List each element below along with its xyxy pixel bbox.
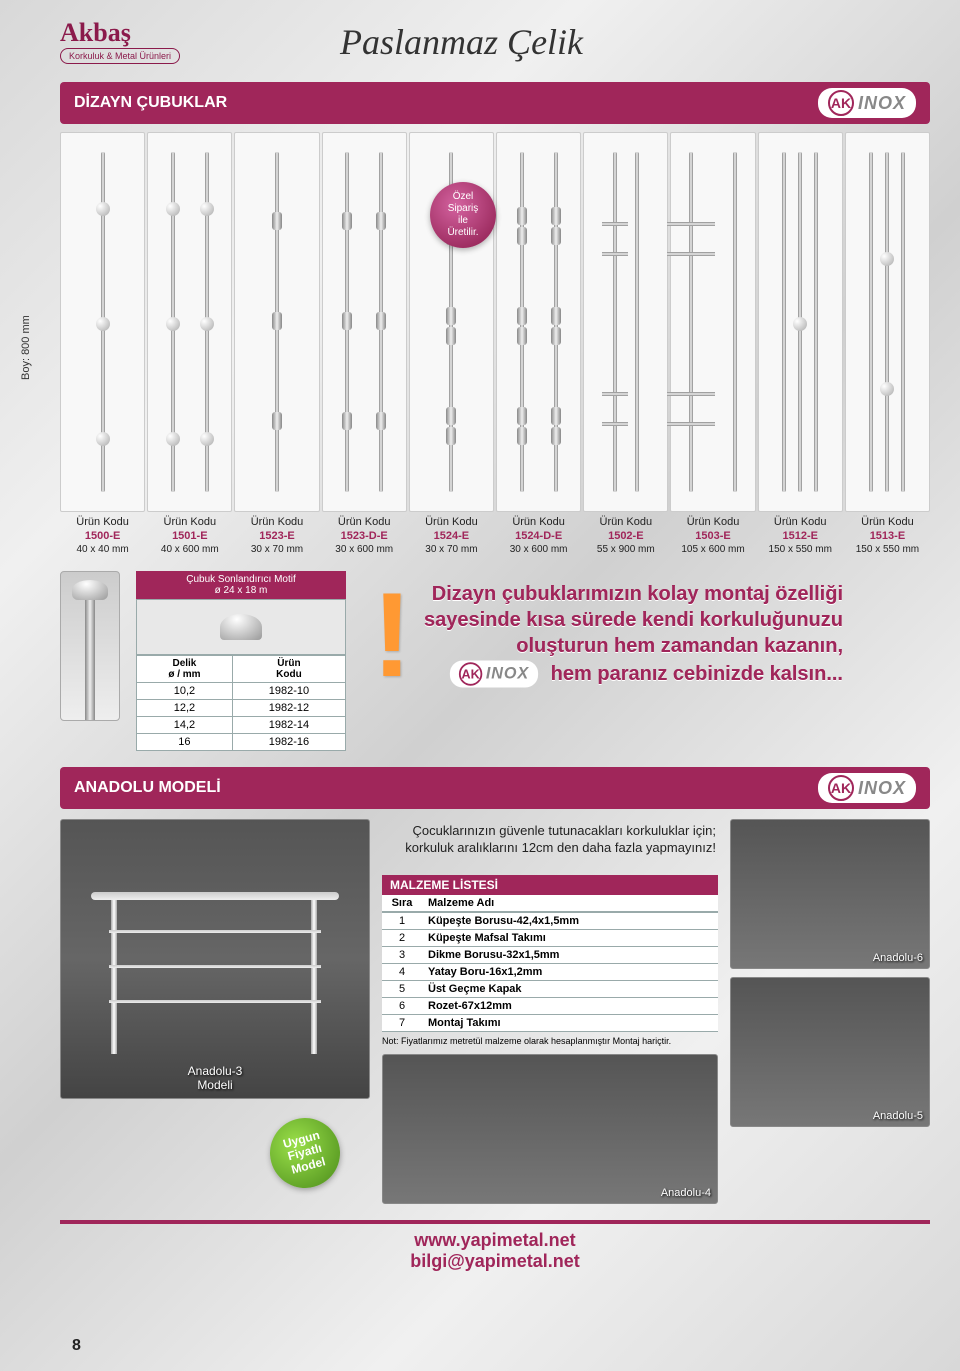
motif-thumb [136, 599, 346, 655]
footer-email: bilgi@yapimetal.net [60, 1251, 930, 1272]
price-badge: UygunFiyatlıModel [262, 1110, 348, 1196]
product-label: Ürün Kodu1524-E30 x 70 mm [409, 516, 494, 555]
anadolu-body: Anadolu-3Modeli UygunFiyatlıModel Çocukl… [60, 819, 930, 1204]
page-title: Paslanmaz Çelik [340, 21, 583, 63]
main-rail-wrap: Anadolu-3Modeli UygunFiyatlıModel [60, 819, 370, 1204]
table-row: 3Dikme Borusu-32x1,5mm [382, 946, 718, 963]
table-row: 5Üst Geçme Kapak [382, 980, 718, 997]
promo-text: Dizayn çubuklarımızın kolay montaj özell… [424, 581, 843, 689]
material-table: Sıra Malzeme Adı 1Küpeşte Borusu-42,4x1,… [382, 895, 718, 1032]
rail-label-main: Anadolu-3Modeli [61, 1064, 369, 1092]
product-cell [845, 132, 930, 512]
product-cell [758, 132, 843, 512]
product-labels-row: Ürün Kodu1500-E40 x 40 mmÜrün Kodu1501-E… [60, 516, 930, 555]
table-row: 161982-16 [137, 734, 346, 751]
special-order-badge: ÖzelSiparişileÜretilir. [430, 182, 496, 248]
table-row: 2Küpeşte Mafsal Takımı [382, 929, 718, 946]
product-cell [322, 132, 407, 512]
footer-url: www.yapimetal.net [60, 1230, 930, 1251]
product-cell [496, 132, 581, 512]
right-column: Anadolu-6 Anadolu-5 [730, 819, 930, 1204]
section-bar-design-rods: DİZAYN ÇUBUKLAR AK INOX [60, 82, 930, 124]
page-footer: www.yapimetal.net bilgi@yapimetal.net [60, 1220, 930, 1272]
motif-col2: ÜrünKodu [232, 656, 345, 683]
product-label: Ürün Kodu1523-E30 x 70 mm [234, 516, 319, 555]
rail-thumb-a5: Anadolu-5 [730, 977, 930, 1127]
motif-col1: Delikø / mm [137, 656, 233, 683]
product-cell [60, 132, 145, 512]
material-list: MALZEME LİSTESİ Sıra Malzeme Adı 1Küpeşt… [382, 875, 718, 1046]
section-title: DİZAYN ÇUBUKLAR [74, 94, 227, 112]
logo-subtitle: Korkuluk & Metal Ürünleri [60, 48, 180, 64]
product-label: Ürün Kodu1500-E40 x 40 mm [60, 516, 145, 555]
table-row: 14,21982-14 [137, 717, 346, 734]
page-header: Akbaş Korkuluk & Metal Ürünleri Paslanma… [60, 0, 930, 74]
height-label: Boy: 800 mm [20, 315, 32, 380]
section-title-anadolu: ANADOLU MODELİ [74, 779, 221, 797]
product-label: Ürün Kodu1501-E40 x 600 mm [147, 516, 232, 555]
table-row: 6Rozet-67x12mm [382, 997, 718, 1014]
inox-label: INOX [858, 93, 906, 114]
motif-table: Delikø / mm ÜrünKodu 10,21982-1012,21982… [136, 655, 346, 751]
promo-block: ! Dizayn çubuklarımızın kolay montaj öze… [362, 571, 930, 699]
product-label: Ürün Kodu1503-E105 x 600 mm [670, 516, 755, 555]
motif-section: Çubuk Sonlandırıcı Motif ø 24 x 18 m Del… [60, 571, 930, 751]
product-label: Ürün Kodu1502-E55 x 900 mm [583, 516, 668, 555]
material-note: Not: Fiyatlarımız metretül malzeme olara… [382, 1036, 718, 1046]
product-label: Ürün Kodu1512-E150 x 550 mm [758, 516, 843, 555]
products-row: ÖzelSiparişileÜretilir. [60, 132, 930, 512]
rail-image-main: Anadolu-3Modeli [60, 819, 370, 1099]
table-row: 12,21982-12 [137, 700, 346, 717]
logo-text: Akbaş [60, 20, 180, 46]
product-cell [670, 132, 755, 512]
product-label: Ürün Kodu1513-E150 x 550 mm [845, 516, 930, 555]
ak-inox-badge: AK INOX [818, 773, 916, 803]
page-number: 8 [72, 1337, 81, 1355]
product-label: Ürün Kodu1523-D-E30 x 600 mm [322, 516, 407, 555]
ak-inox-badge-inline: AK INOX [450, 661, 538, 688]
section-bar-anadolu: ANADOLU MODELİ AK INOX [60, 767, 930, 809]
warning-text: Çocuklarınızın güvenle tutunacakları kor… [382, 819, 718, 867]
thumb-row-bottom: Anadolu-4 [382, 1054, 718, 1204]
ak-label: AK [828, 90, 854, 116]
table-row: 10,21982-10 [137, 683, 346, 700]
product-cell [234, 132, 319, 512]
product-label: Ürün Kodu1524-D-E30 x 600 mm [496, 516, 581, 555]
table-row: 4Yatay Boru-16x1,2mm [382, 963, 718, 980]
rail-thumb-a6: Anadolu-6 [730, 819, 930, 969]
motif-title: Çubuk Sonlandırıcı Motif ø 24 x 18 m [136, 571, 346, 599]
table-row: 1Küpeşte Borusu-42,4x1,5mm [382, 912, 718, 930]
middle-column: Çocuklarınızın güvenle tutunacakları kor… [382, 819, 718, 1204]
product-cell [583, 132, 668, 512]
rail-thumb-a4: Anadolu-4 [382, 1054, 718, 1204]
table-row: 7Montaj Takımı [382, 1014, 718, 1031]
logo-block: Akbaş Korkuluk & Metal Ürünleri [60, 20, 180, 64]
motif-table-wrap: Çubuk Sonlandırıcı Motif ø 24 x 18 m Del… [136, 571, 346, 751]
ak-inox-badge: AK INOX [818, 88, 916, 118]
exclamation-icon: ! [372, 587, 412, 683]
material-list-title: MALZEME LİSTESİ [382, 875, 718, 895]
motif-image [60, 571, 120, 721]
product-cell [147, 132, 232, 512]
